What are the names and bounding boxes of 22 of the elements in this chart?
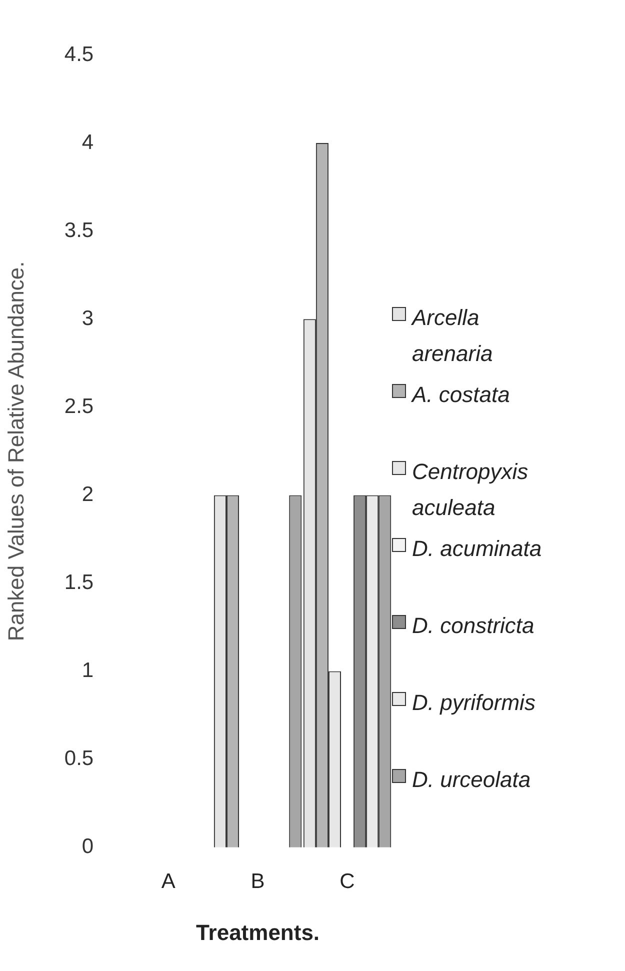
y-tick-label: 0 [82,835,94,858]
legend-label: D. constricta [412,612,536,640]
y-tick-label: 0.5 [64,747,94,770]
x-tick-label: A [161,870,176,893]
y-tick-label: 1 [82,659,94,682]
y-tick-label: 2 [82,483,94,506]
y-tick-label: 3 [82,306,94,330]
legend-label: D. acuminata [412,535,543,563]
legend-label: A. costata [412,381,511,409]
y-tick-label: 4.5 [64,42,94,66]
x-tick-label: B [250,870,265,893]
legend-label: D. pyriformis [412,689,536,717]
y-axis-title: Ranked Values of Relative Abundance. [3,261,28,642]
x-axis-title: Treatments. [196,920,320,945]
y-tick-label: 1.5 [64,571,94,594]
legend-label: Arcella arenaria [412,304,494,368]
y-tick-label: 4 [82,130,94,154]
y-tick-label: 2.5 [64,394,94,418]
legend-label: D. urceolata [412,766,532,794]
legend-label: Centropyxis aculeata [412,458,530,522]
x-tick-label: C [340,870,355,893]
y-tick-label: 3.5 [64,218,94,242]
